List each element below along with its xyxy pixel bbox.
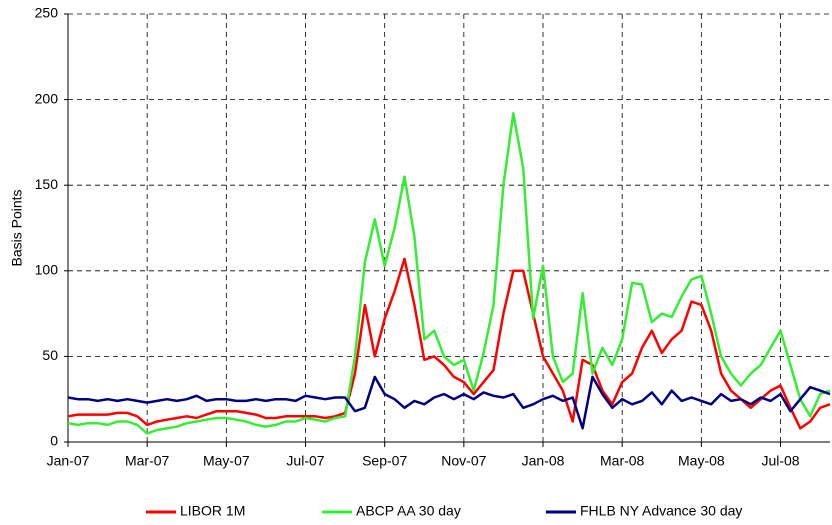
x-tick-label: Jul-07 [286,453,324,469]
x-tick-label: May-08 [678,453,725,469]
legend-label: FHLB NY Advance 30 day [580,503,742,519]
legend-label: LIBOR 1M [180,503,245,519]
y-axis-label: Basis Points [9,189,25,266]
y-tick-label: 50 [42,347,58,363]
series-line [67,257,831,430]
y-tick-label: 100 [35,262,59,278]
x-tick-label: Sep-07 [362,453,407,469]
x-tick-label: Mar-08 [600,453,645,469]
series-line [67,112,831,435]
x-tick-label: Jul-08 [761,453,799,469]
y-tick-label: 150 [35,176,59,192]
x-tick-label: Jan-08 [522,453,565,469]
y-tick-label: 200 [35,90,59,106]
y-tick-label: 250 [35,5,59,21]
x-tick-label: Nov-07 [441,453,486,469]
x-tick-label: May-07 [203,453,250,469]
legend-label: ABCP AA 30 day [356,503,461,519]
x-tick-label: Jan-07 [47,453,90,469]
y-tick-label: 0 [50,433,58,449]
series-line [67,375,831,430]
x-tick-label: Mar-07 [125,453,170,469]
